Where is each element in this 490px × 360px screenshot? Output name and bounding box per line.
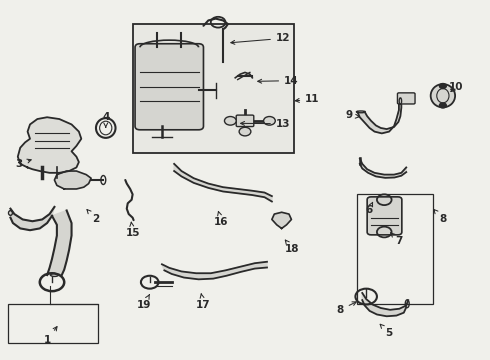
Polygon shape bbox=[174, 164, 272, 202]
FancyBboxPatch shape bbox=[236, 115, 254, 127]
Text: 12: 12 bbox=[231, 33, 291, 44]
Text: 18: 18 bbox=[285, 240, 300, 254]
Text: 9: 9 bbox=[345, 111, 359, 121]
FancyBboxPatch shape bbox=[135, 44, 203, 130]
Text: 8: 8 bbox=[434, 210, 446, 224]
Bar bbox=[8, 304, 98, 343]
Circle shape bbox=[440, 103, 446, 108]
FancyBboxPatch shape bbox=[367, 197, 402, 235]
Text: 13: 13 bbox=[241, 119, 291, 129]
Text: 2: 2 bbox=[87, 210, 99, 224]
Circle shape bbox=[264, 117, 275, 125]
Text: 16: 16 bbox=[214, 211, 229, 227]
Text: 10: 10 bbox=[449, 82, 464, 93]
Circle shape bbox=[440, 84, 446, 89]
Text: 11: 11 bbox=[295, 94, 319, 104]
Text: 3: 3 bbox=[16, 159, 31, 169]
Polygon shape bbox=[362, 293, 408, 316]
Polygon shape bbox=[54, 171, 91, 189]
Polygon shape bbox=[10, 207, 54, 230]
Polygon shape bbox=[272, 212, 292, 228]
Polygon shape bbox=[47, 211, 72, 275]
Bar bbox=[357, 194, 433, 304]
FancyBboxPatch shape bbox=[397, 93, 415, 104]
Polygon shape bbox=[357, 101, 401, 134]
Text: 14: 14 bbox=[258, 76, 299, 86]
Polygon shape bbox=[360, 158, 406, 178]
Text: 17: 17 bbox=[196, 294, 211, 310]
Text: 8: 8 bbox=[337, 302, 356, 315]
Ellipse shape bbox=[431, 84, 455, 107]
Polygon shape bbox=[162, 262, 267, 279]
Text: 6: 6 bbox=[365, 202, 372, 216]
Text: 15: 15 bbox=[125, 222, 140, 238]
Circle shape bbox=[239, 127, 251, 136]
Text: 19: 19 bbox=[137, 294, 151, 310]
Text: 7: 7 bbox=[391, 233, 403, 246]
Text: 5: 5 bbox=[380, 324, 393, 338]
Bar bbox=[133, 24, 294, 153]
Polygon shape bbox=[18, 117, 81, 173]
Text: 4: 4 bbox=[102, 112, 109, 127]
Text: 1: 1 bbox=[44, 327, 57, 345]
Circle shape bbox=[224, 117, 236, 125]
